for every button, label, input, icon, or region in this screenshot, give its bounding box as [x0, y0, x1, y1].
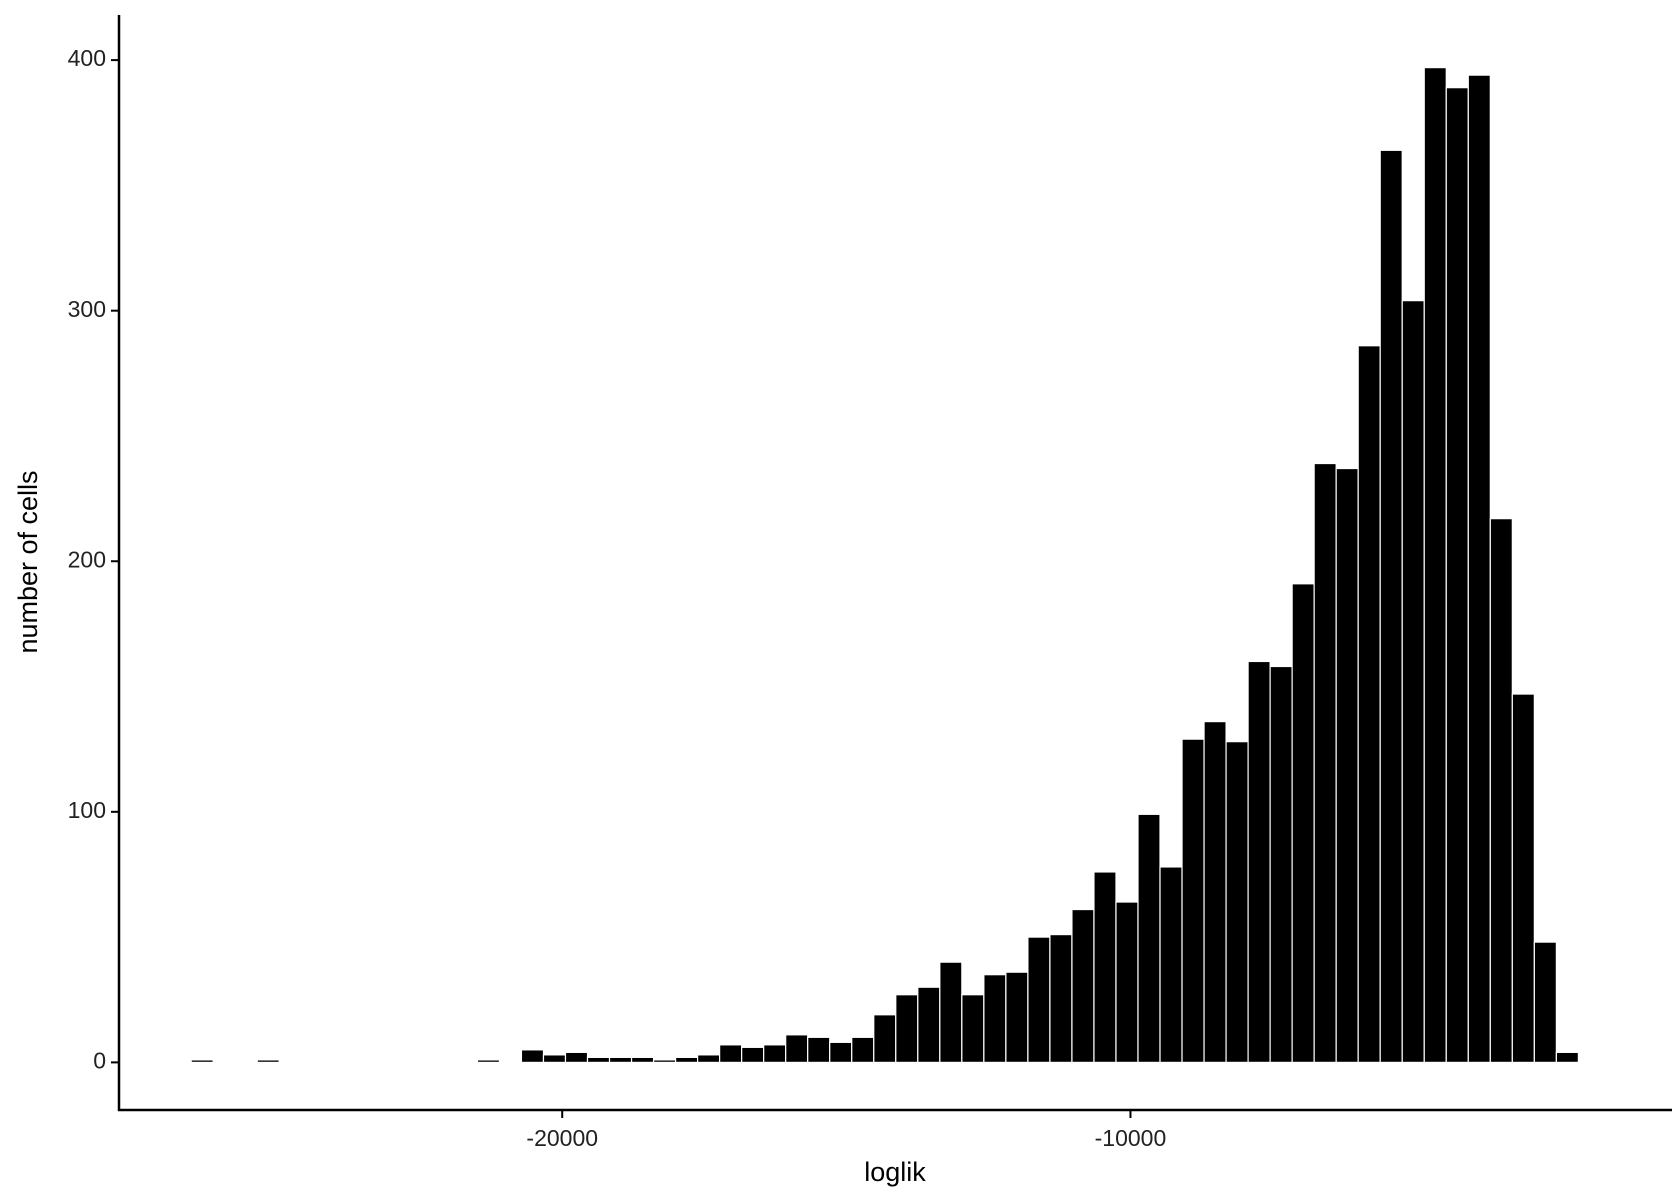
bar [1401, 300, 1425, 1063]
bar [741, 1046, 765, 1063]
bar [1335, 467, 1359, 1063]
bar [1159, 866, 1183, 1063]
bar [697, 1054, 721, 1063]
bar [608, 1056, 633, 1063]
bar [1093, 871, 1117, 1063]
bar [807, 1036, 831, 1063]
bar [1203, 721, 1227, 1063]
bar [983, 974, 1007, 1063]
bar [1467, 74, 1491, 1063]
y-tick-label: 200 [68, 546, 106, 572]
bar [564, 1051, 589, 1063]
bar [1291, 583, 1315, 1063]
bar [476, 1059, 501, 1063]
bar [1445, 87, 1469, 1063]
bar [586, 1056, 611, 1063]
bar [322, 1061, 346, 1064]
bar [366, 1061, 390, 1064]
bar [1555, 1051, 1579, 1063]
bar [719, 1044, 743, 1063]
y-tick-label: 300 [68, 296, 106, 322]
bar [1357, 345, 1381, 1063]
bar [1071, 908, 1095, 1063]
bar [1269, 665, 1293, 1063]
bar [300, 1061, 324, 1064]
bar [763, 1044, 787, 1063]
bar [1137, 813, 1161, 1063]
bar [542, 1054, 567, 1063]
bar [785, 1034, 809, 1063]
bar [652, 1059, 677, 1063]
bar [939, 961, 963, 1063]
bar [1181, 738, 1205, 1063]
bar [388, 1061, 412, 1064]
x-axis-title: loglik [864, 1157, 926, 1187]
bar [829, 1041, 853, 1063]
y-tick-label: 100 [68, 797, 106, 823]
bar [630, 1056, 655, 1063]
y-tick-label: 400 [68, 45, 106, 71]
bar [961, 994, 985, 1063]
bar [1511, 693, 1535, 1063]
bar [1379, 149, 1403, 1063]
x-tick-label: -10000 [1095, 1125, 1167, 1151]
bar [1577, 1061, 1602, 1064]
bar [1533, 941, 1557, 1063]
y-axis-title: number of cells [13, 470, 43, 653]
bar [432, 1061, 456, 1064]
bar [234, 1061, 258, 1064]
bar [674, 1056, 699, 1063]
x-tick-label: -20000 [526, 1125, 598, 1151]
bar [278, 1061, 302, 1064]
bar [1049, 933, 1073, 1063]
bar [410, 1061, 434, 1064]
bar [851, 1036, 875, 1063]
bar [1247, 660, 1271, 1063]
bar [917, 986, 941, 1063]
bar [256, 1059, 280, 1063]
bar [1313, 462, 1337, 1063]
bar [1115, 901, 1139, 1063]
bar [895, 994, 919, 1063]
bar [873, 1014, 897, 1063]
bar [1489, 518, 1513, 1063]
bar [344, 1061, 368, 1064]
bar [1423, 67, 1447, 1063]
bar [1027, 936, 1051, 1063]
bar [1005, 971, 1029, 1063]
y-tick-label: 0 [93, 1047, 106, 1073]
bar [520, 1049, 545, 1063]
bar [1225, 741, 1249, 1063]
bar [498, 1061, 523, 1064]
bar [454, 1061, 479, 1064]
bar [212, 1061, 236, 1064]
bar [190, 1059, 214, 1063]
